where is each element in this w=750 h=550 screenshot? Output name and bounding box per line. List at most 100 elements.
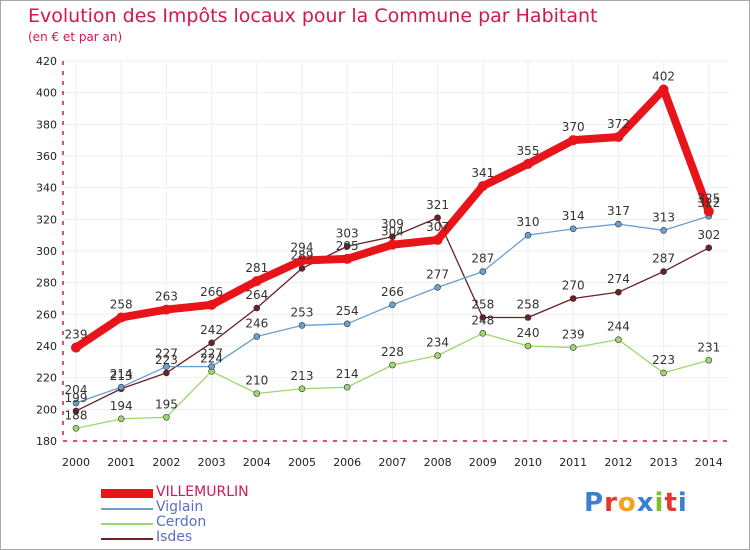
data-label-cerdon: 188 — [65, 408, 88, 422]
data-label-cerdon: 240 — [517, 326, 540, 340]
data-label-villemurlin: 281 — [245, 261, 268, 275]
data-label-viglain: 317 — [607, 204, 630, 218]
data-label-viglain: 214 — [110, 367, 133, 381]
x-tick-label: 2013 — [650, 456, 678, 469]
x-tick-label: 2004 — [243, 456, 271, 469]
data-point-viglain — [298, 322, 306, 329]
data-point-cerdon — [615, 336, 622, 343]
data-label-viglain: 314 — [562, 209, 585, 223]
data-label-viglain: 204 — [65, 383, 88, 397]
data-label-viglain: 227 — [200, 347, 223, 361]
data-label-isdes: 302 — [697, 228, 720, 242]
data-label-isdes: 213 — [110, 369, 133, 383]
data-point-villemurlin — [432, 234, 443, 245]
x-tick-label: 2005 — [288, 456, 316, 469]
data-point-villemurlin — [477, 181, 488, 192]
data-point-isdes — [163, 369, 170, 377]
data-label-villemurlin: 325 — [697, 191, 720, 205]
data-point-isdes — [705, 244, 713, 252]
y-tick-label: 260 — [36, 308, 57, 321]
data-point-villemurlin — [523, 158, 533, 169]
y-tick-label: 320 — [36, 213, 57, 226]
data-label-viglain: 310 — [517, 215, 540, 229]
data-label-villemurlin: 307 — [426, 220, 449, 234]
x-tick-label: 2010 — [514, 456, 542, 469]
data-label-cerdon: 248 — [471, 313, 494, 327]
legend-label: VILLEMURLIN — [156, 484, 249, 500]
x-tick-label: 2003 — [198, 456, 226, 469]
data-point-cerdon — [569, 344, 577, 351]
logo-letter: o — [617, 488, 637, 518]
data-point-villemurlin — [206, 299, 217, 310]
y-tick-label: 360 — [36, 150, 57, 163]
data-point-viglain — [389, 301, 396, 309]
data-point-cerdon — [117, 415, 125, 423]
logo-letter: t — [664, 488, 678, 518]
data-label-isdes: 270 — [562, 279, 585, 293]
data-point-isdes — [569, 295, 577, 302]
data-point-viglain — [660, 227, 667, 234]
chart-title: Evolution des Impôts locaux pour la Comm… — [28, 5, 598, 27]
data-label-villemurlin: 295 — [336, 239, 359, 253]
data-point-viglain — [163, 363, 170, 370]
y-tick-label: 240 — [36, 340, 57, 353]
data-label-viglain: 227 — [155, 347, 178, 361]
x-tick-label: 2014 — [695, 456, 723, 469]
y-tick-label: 280 — [36, 277, 57, 290]
data-label-isdes: 258 — [471, 298, 494, 312]
legend-swatch — [101, 538, 153, 540]
data-label-viglain: 277 — [426, 267, 449, 281]
data-point-isdes — [343, 242, 351, 250]
data-label-cerdon: 213 — [291, 369, 314, 383]
data-label-villemurlin: 304 — [381, 225, 404, 239]
data-point-villemurlin — [71, 342, 81, 353]
y-tick-label: 340 — [36, 182, 57, 195]
data-point-cerdon — [298, 385, 306, 393]
proxiti-logo: Proxiti — [584, 488, 688, 518]
data-point-viglain — [569, 225, 577, 233]
data-label-isdes: 274 — [607, 272, 630, 286]
data-point-viglain — [117, 383, 125, 391]
data-point-cerdon — [479, 330, 487, 337]
data-label-cerdon: 195 — [155, 397, 178, 411]
data-point-isdes — [660, 268, 667, 275]
legend-label: Isdes — [156, 529, 193, 545]
data-label-cerdon: 214 — [336, 367, 359, 381]
data-point-isdes — [479, 314, 487, 321]
y-tick-label: 220 — [36, 372, 57, 385]
data-label-isdes: 223 — [155, 353, 178, 367]
data-point-cerdon — [72, 425, 80, 432]
y-tick-label: 200 — [36, 403, 57, 416]
data-label-cerdon: 234 — [426, 336, 449, 350]
data-label-viglain: 322 — [697, 196, 720, 210]
data-point-isdes — [72, 407, 80, 415]
data-point-viglain — [434, 284, 441, 291]
data-point-villemurlin — [342, 253, 353, 264]
data-point-viglain — [72, 399, 80, 407]
data-label-cerdon: 210 — [245, 374, 268, 388]
chart-subtitle: (en € et par an) — [28, 30, 123, 44]
y-tick-label: 420 — [36, 55, 57, 68]
data-point-cerdon — [163, 413, 170, 421]
data-label-isdes: 287 — [652, 252, 675, 266]
data-label-viglain: 287 — [471, 252, 494, 266]
y-tick-label: 180 — [36, 435, 57, 448]
data-label-cerdon: 239 — [562, 328, 585, 342]
data-point-viglain — [208, 363, 215, 370]
x-tick-label: 2009 — [469, 456, 497, 469]
data-point-isdes — [253, 304, 261, 312]
x-tick-label: 2012 — [604, 456, 632, 469]
x-tick-label: 2001 — [107, 456, 135, 469]
data-label-villemurlin: 294 — [291, 241, 314, 255]
data-label-cerdon: 224 — [200, 351, 223, 365]
x-tick-label: 2006 — [333, 456, 361, 469]
logo-letter: i — [654, 488, 665, 518]
data-label-viglain: 254 — [336, 304, 359, 318]
data-point-viglain — [253, 333, 261, 340]
data-label-villemurlin: 263 — [155, 290, 178, 304]
x-tick-label: 2008 — [424, 456, 452, 469]
data-point-isdes — [615, 288, 622, 296]
legend-swatch — [101, 489, 153, 498]
data-label-viglain: 313 — [652, 210, 675, 224]
data-label-viglain: 266 — [381, 285, 404, 299]
